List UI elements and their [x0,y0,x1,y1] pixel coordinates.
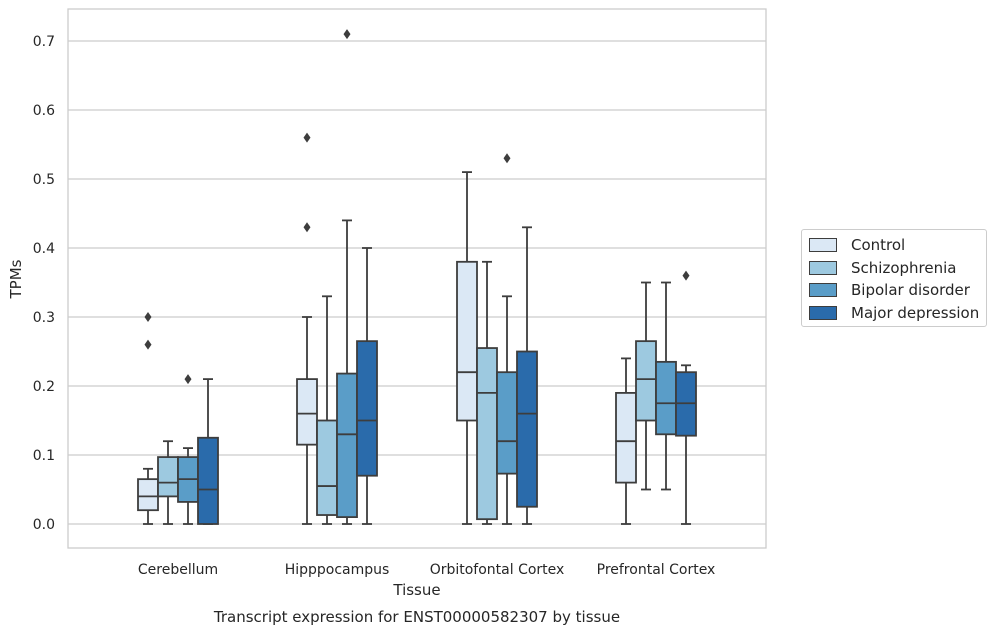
plot-frame [67,8,767,549]
box-0-3 [197,378,219,525]
legend-swatch [809,238,837,252]
box-body [456,260,478,422]
box-body [296,378,318,446]
box-1-0 [296,132,318,525]
box-body [655,360,677,436]
box-body [316,419,338,516]
legend-item: Schizophrenia [809,258,957,277]
box-body [157,456,179,498]
outlier-point [343,29,351,40]
y-tick-labels: 0.0 0.1 0.2 0.3 0.4 0.5 0.6 0.7 [33,34,55,533]
legend-label: Control [851,236,906,254]
legend-swatch [809,283,837,297]
box-body [336,372,358,518]
box-body [615,391,637,484]
outlier-point [184,374,192,385]
chart-title: Transcript expression for ENST0000058230… [213,608,620,626]
y-tick-label: 0.3 [33,310,55,326]
box-2-3 [516,226,538,525]
legend-item: Control [809,236,906,254]
box-body [356,340,378,477]
legend-label: Bipolar disorder [851,281,970,299]
box-0-0 [137,312,159,525]
box-body [516,350,538,508]
box-3-2 [655,281,677,491]
legend-label: Major depression [851,303,980,322]
x-axis-label: Tissue [392,581,440,599]
box-3-3 [675,270,697,525]
outlier-point [682,270,690,281]
legend: Control Schizophrenia Bipolar disorder Majo… [801,229,987,327]
x-tick-labels: Cerebellum Hipppocampus Orbitofontal Corte… [138,562,715,578]
outlier-point [303,132,311,143]
y-tick-label: 0.4 [33,241,55,257]
outlier-point [503,153,511,164]
y-tick-label: 0.5 [33,172,55,188]
box-1-2 [336,29,358,525]
legend-swatch [809,305,837,320]
outlier-point [303,222,311,233]
box-body [197,436,219,525]
box-body [635,340,657,422]
legend-item: Major depression [809,303,980,322]
y-axis-label: TPMs [7,259,25,299]
y-tick-label: 0.6 [33,103,55,119]
legend-swatch [809,260,837,275]
box-1-3 [356,247,378,525]
outlier-point [144,312,152,322]
box-body [476,347,498,521]
box-0-2 [177,374,199,525]
y-tick-label: 0.7 [33,34,55,50]
x-tick-label: Hipppocampus [285,562,390,578]
legend-item: Bipolar disorder [809,281,970,299]
box-body [137,478,159,512]
x-tick-label: Prefrontal Cortex [597,562,716,578]
x-tick-label: Orbitofontal Cortex [430,562,565,578]
box-groups [137,29,697,525]
legend-label: Schizophrenia [851,258,957,277]
y-tick-label: 0.0 [33,517,55,533]
box-2-0 [456,171,478,525]
box-2-2 [496,153,518,525]
box-body [496,371,518,475]
y-tick-label: 0.1 [33,448,55,464]
y-tick-label: 0.2 [33,379,55,395]
x-tick-label: Cerebellum [138,562,218,578]
box-0-1 [157,440,179,525]
outlier-point [144,339,152,350]
box-3-0 [615,357,637,525]
